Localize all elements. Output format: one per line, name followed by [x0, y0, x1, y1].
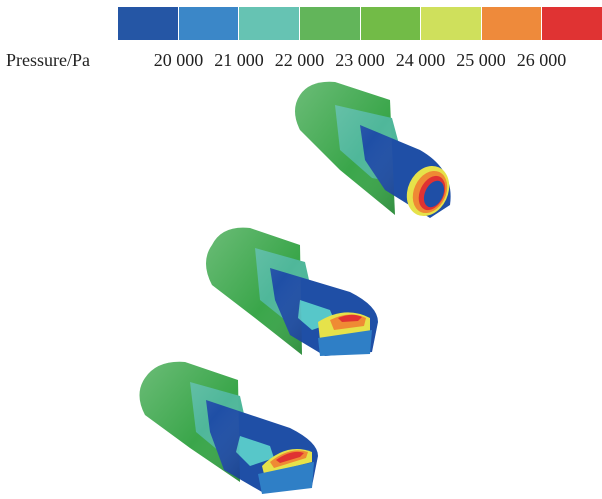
- model-rounded-rect-nose: [206, 227, 378, 356]
- legend-tick-label: 25 000: [456, 50, 506, 70]
- nose-cap-red: [338, 314, 362, 322]
- pressure-colorbar: [118, 7, 602, 40]
- nose-cap-red: [276, 451, 304, 463]
- colorbar-swatch: [542, 7, 602, 40]
- nose-patch-cyan: [236, 436, 274, 466]
- legend-tick-label: 22 000: [274, 50, 325, 70]
- colorbar-swatch: [239, 7, 300, 40]
- nose-face: [318, 330, 372, 356]
- model-flat-nose: [139, 361, 318, 494]
- model-round-nose: [295, 81, 451, 218]
- colorbar-swatch: [421, 7, 482, 40]
- colorbar-swatch: [299, 7, 361, 40]
- legend-ticks: 20 000 21 000 22 000 23 000 24 000 25 000 26 0…: [118, 50, 602, 72]
- colorbar-swatch: [360, 7, 422, 40]
- nose-face: [258, 462, 314, 494]
- colorbar-swatch: [178, 7, 240, 40]
- legend-tick-label: 21 000: [214, 50, 264, 70]
- legend-tick-label: 23 000: [335, 50, 385, 70]
- legend-tick-label: 26 000: [516, 50, 567, 70]
- legend-tick-label: 20 000: [153, 50, 204, 70]
- nose-face: [423, 180, 445, 208]
- colorbar-swatch: [118, 7, 179, 40]
- colorbar-swatch: [481, 7, 543, 40]
- legend-title: Pressure/Pa: [6, 50, 90, 70]
- legend-tick-label: 24 000: [395, 50, 446, 70]
